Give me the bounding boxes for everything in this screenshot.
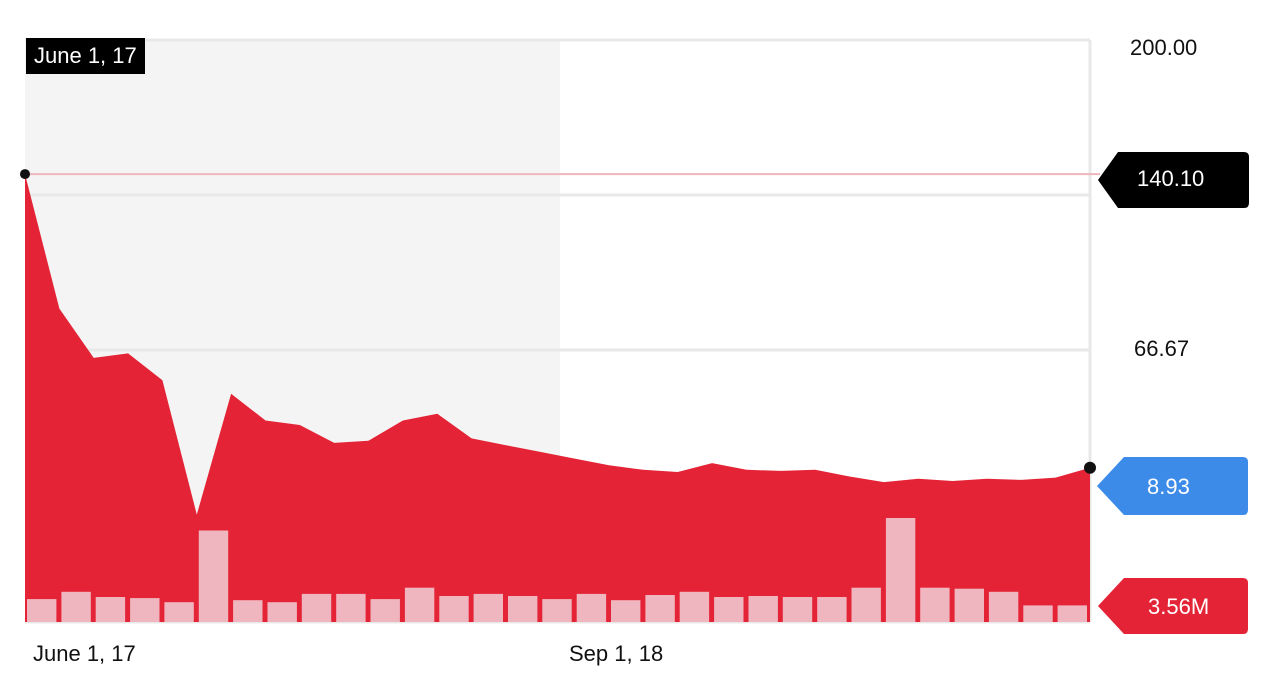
end-marker <box>1084 461 1096 474</box>
last-price-tag: 8.93 <box>1097 457 1248 515</box>
volume-bar <box>542 599 572 622</box>
y-tick-label-middle: 66.67 <box>1134 336 1189 361</box>
volume-tag-label: 3.56M <box>1148 594 1209 619</box>
volume-bar <box>885 518 916 622</box>
volume-bar <box>508 596 538 622</box>
x-tick-label-start: June 1, 17 <box>33 641 136 666</box>
last-price-tag-label: 8.93 <box>1147 474 1190 499</box>
volume-bar <box>748 596 778 622</box>
volume-bar <box>301 593 332 622</box>
volume-bar <box>851 587 881 622</box>
volume-tag: 3.56M <box>1098 578 1248 634</box>
volume-bar <box>164 602 194 622</box>
start-marker <box>20 169 30 180</box>
volume-bar <box>439 596 469 622</box>
volume-bars <box>27 518 1087 622</box>
volume-bar <box>988 591 1019 622</box>
last-price-tag-shape <box>1097 457 1248 515</box>
volume-bar <box>370 599 400 622</box>
volume-bar <box>954 588 984 622</box>
volume-bar <box>336 593 366 622</box>
volume-bar <box>817 597 847 622</box>
volume-bar <box>1023 605 1053 622</box>
volume-bar <box>576 593 607 622</box>
hover-date-label: June 1, 17 <box>26 38 145 74</box>
volume-bar <box>95 597 126 622</box>
volume-bar <box>27 599 57 622</box>
y-tick-label-top: 200.00 <box>1130 35 1197 60</box>
volume-bar <box>920 587 950 622</box>
volume-bar <box>198 530 229 622</box>
volume-bar <box>714 597 744 622</box>
x-tick-label-sep-18: Sep 1, 18 <box>569 641 663 666</box>
volume-bar <box>404 587 435 622</box>
volume-bar <box>645 595 675 622</box>
volume-bar <box>61 591 91 622</box>
volume-bar <box>233 600 263 622</box>
price-area <box>25 174 1090 622</box>
volume-bar <box>130 598 160 622</box>
volume-bar <box>1057 605 1087 622</box>
reference-price-tag-label: 140.10 <box>1137 166 1204 191</box>
volume-bar <box>267 602 297 622</box>
volume-bar <box>679 591 710 622</box>
volume-bar <box>782 597 813 622</box>
volume-bar <box>611 600 641 622</box>
volume-bar <box>473 593 503 622</box>
reference-price-tag: 140.10 <box>1098 152 1249 208</box>
reference-price-tag-shape <box>1098 152 1249 208</box>
volume-tag-shape <box>1098 578 1248 634</box>
